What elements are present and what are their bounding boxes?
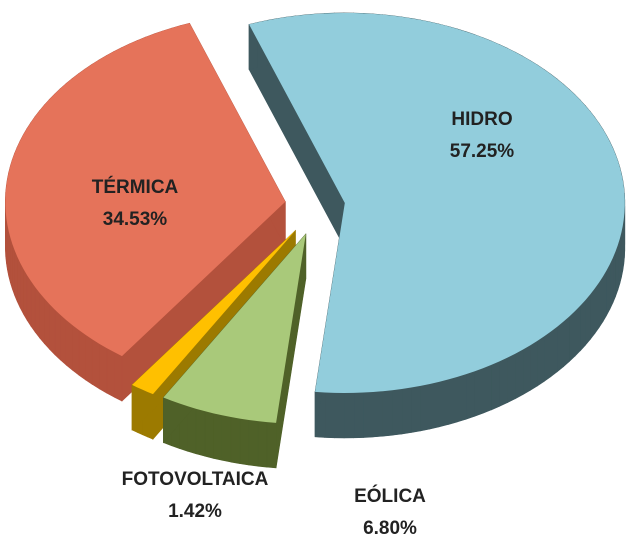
slice-side: [54, 308, 61, 361]
slice-side: [499, 357, 508, 407]
slice-side: [507, 353, 516, 404]
slice-side: [230, 416, 241, 464]
slice-side: [14, 250, 18, 302]
slice-side: [543, 330, 552, 382]
slice-side: [204, 410, 214, 459]
slice-side: [49, 303, 56, 356]
slice-top: [249, 12, 625, 393]
slice-side: [12, 243, 15, 296]
slice-side: [30, 280, 36, 334]
slice-side: [65, 319, 73, 371]
slice-side: [353, 392, 364, 439]
slice-side: [514, 349, 524, 400]
slice-side: [482, 364, 492, 414]
slice-side: [420, 383, 431, 432]
slice-side: [474, 367, 484, 417]
slice-side: [465, 370, 475, 420]
slice-side: [574, 304, 581, 357]
slice-side: [19, 262, 24, 315]
slice-label: EÓLICA: [354, 485, 426, 507]
slice-side: [391, 388, 403, 436]
slice-side: [382, 389, 393, 437]
slice-side: [248, 419, 259, 467]
slice-side: [34, 286, 40, 339]
slice-top: [5, 23, 286, 357]
slice-side: [606, 264, 611, 316]
slice-side: [590, 287, 596, 341]
slice-side: [609, 257, 614, 310]
slice-side: [550, 326, 558, 378]
slice-side: [257, 420, 268, 468]
slice-label: HIDRO: [451, 109, 512, 130]
slice-side: [557, 320, 564, 373]
slice-side: [602, 269, 607, 323]
slice-value-label: 1.42%: [168, 501, 222, 522]
slice-side: [23, 268, 28, 322]
slice-side: [91, 338, 100, 390]
slice-side: [491, 360, 500, 411]
slice-value-label: 34.53%: [103, 209, 168, 230]
slice-side: [438, 379, 449, 428]
slice-side: [612, 251, 616, 304]
slice-side: [334, 392, 345, 439]
slice-side: [195, 408, 206, 457]
slice-value-label: 6.80%: [363, 518, 417, 538]
slice-side: [410, 385, 421, 433]
slice-side: [563, 315, 570, 368]
slice-side: [85, 334, 93, 385]
slice-top: [132, 230, 296, 395]
slice-side: [213, 412, 223, 461]
slice-side: [569, 310, 576, 363]
slice-top: [163, 233, 306, 423]
slice-side: [72, 324, 80, 376]
slice: [248, 12, 626, 439]
slice-side: [429, 381, 440, 430]
slice-side: [17, 256, 21, 309]
slice-side: [456, 373, 467, 423]
slice-side: [106, 347, 115, 398]
slice-value-label: 57.25%: [450, 141, 515, 162]
slice-side: [266, 421, 277, 469]
slice-side: [580, 299, 586, 352]
slice-side: [221, 414, 232, 463]
slice-side: [401, 387, 412, 435]
slice-side: [594, 281, 600, 335]
slice-side: [343, 392, 355, 439]
slice: [163, 233, 307, 469]
slice-side: [372, 390, 383, 438]
slice-label: FOTOVOLTAICA: [122, 469, 269, 490]
slice-side: [598, 275, 604, 329]
slice: [5, 22, 286, 402]
slice-side: [363, 391, 374, 438]
slice-side: [113, 351, 123, 402]
slice-side: [324, 392, 335, 439]
slice-side: [615, 245, 619, 297]
slice-side: [99, 343, 108, 394]
slice-side: [447, 376, 458, 425]
slice-side: [39, 292, 45, 345]
slice-side: [537, 335, 545, 387]
slice-side: [78, 329, 86, 381]
slice-side: [44, 297, 50, 350]
slice-side: [585, 293, 591, 346]
slice-side: [60, 314, 67, 366]
slice-side: [522, 344, 531, 396]
slice-label: TÉRMICA: [92, 176, 179, 198]
slice-side: [529, 340, 538, 391]
slice-side: [239, 418, 250, 466]
slice-side: [26, 274, 32, 328]
